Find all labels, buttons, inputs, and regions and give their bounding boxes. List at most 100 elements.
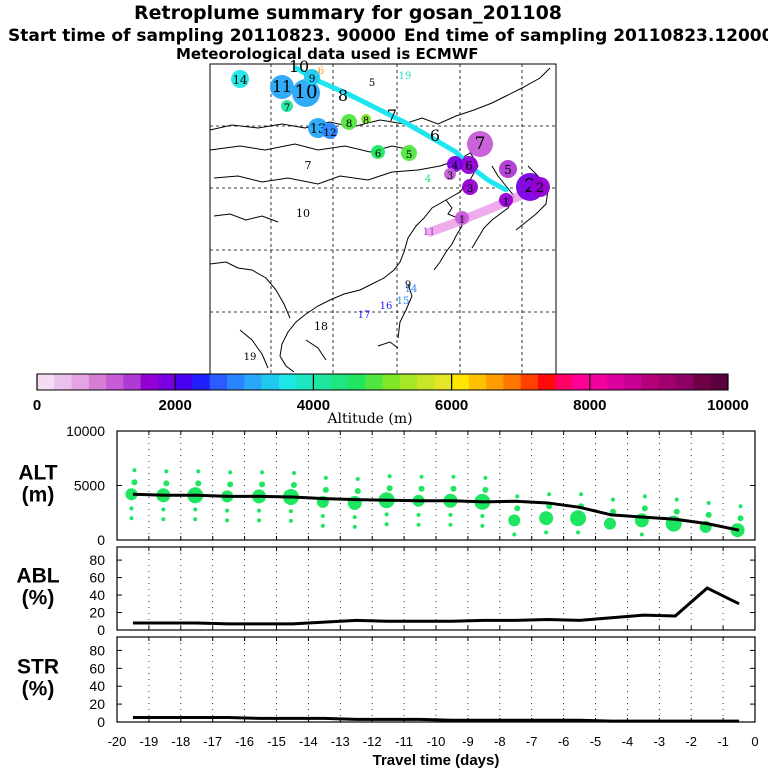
alt-scatter-point	[193, 517, 198, 522]
alt-scatter-point	[257, 518, 262, 523]
alt-scatter-point	[514, 505, 521, 512]
alt-scatter-point	[547, 492, 552, 497]
colorbar-segment	[486, 374, 504, 390]
colorbar-segment	[434, 374, 452, 390]
plume-time-label: 6	[318, 66, 324, 77]
colorbar-segment	[624, 374, 643, 390]
colorbar-segment	[607, 374, 625, 390]
plume-time-label: 11	[423, 227, 436, 238]
alt-scatter-point	[576, 530, 581, 535]
alt-scatter-point	[706, 500, 711, 505]
alt-scatter-point	[639, 532, 644, 537]
alt-scatter-point	[291, 470, 296, 475]
x-tick-label: -8	[494, 734, 506, 749]
plume-cluster-label: 3	[447, 171, 453, 182]
alt-scatter-point	[579, 492, 584, 497]
alt-scatter-point	[482, 486, 489, 493]
colorbar-tick-label: 8000	[573, 397, 606, 414]
alt-scatter-point	[320, 514, 325, 519]
alt-scatter-point	[515, 494, 520, 499]
abl-line	[132, 586, 740, 626]
alt-scatter-point	[419, 474, 424, 479]
alt-scatter-point	[448, 512, 453, 517]
plume-cluster-label: 5	[406, 149, 413, 161]
alt-scatter-point	[384, 522, 389, 527]
alt-scatter-point	[288, 518, 293, 523]
alt-scatter-point	[352, 515, 357, 520]
plume-cluster-bubble	[447, 156, 463, 172]
plume-cluster-label: 7	[284, 103, 290, 114]
alt-scatter-point	[480, 523, 485, 528]
colorbar-segment	[676, 374, 694, 390]
alt-scatter-point	[512, 532, 517, 537]
colorbar-segment	[347, 374, 366, 390]
alt-scatter-point	[483, 475, 488, 480]
plume-cluster-label: 14	[233, 73, 248, 87]
alt-scatter-point	[450, 485, 457, 492]
plume-time-label: 18	[314, 320, 328, 333]
alt-scatter-point	[125, 488, 138, 501]
x-tick-label: -6	[558, 734, 570, 749]
alt-ytick-label: 0	[97, 532, 105, 548]
plume-cluster-label: 6	[375, 149, 381, 160]
alt-scatter-point	[705, 511, 712, 518]
plume-time-label: 5	[369, 78, 375, 89]
map-coastlines	[209, 67, 551, 373]
alt-scatter-point	[163, 480, 170, 487]
alt-scatter-point	[193, 507, 198, 512]
abl-ylabel: ABL	[16, 565, 59, 588]
str-ytick-label: 20	[89, 696, 105, 712]
time-series-panels: ALT(m)0500010000ABL(%)020406080STR(%)020…	[16, 423, 758, 749]
colorbar-segment	[330, 374, 349, 390]
colorbar-segment	[192, 374, 211, 390]
x-tick-label: -13	[331, 734, 350, 749]
alt-scatter-point	[257, 508, 262, 513]
plume-cluster-label: 6	[465, 159, 472, 173]
colorbar-segment	[572, 374, 591, 390]
plume-cluster-label: 4	[452, 160, 459, 172]
x-tick-label: -14	[299, 734, 318, 749]
alt-scatter-point	[416, 512, 421, 517]
alt-scatter-point	[480, 514, 485, 519]
alt-scatter-point	[288, 509, 293, 514]
alt-scatter-point	[642, 494, 647, 499]
alt-scatter-point	[129, 506, 134, 511]
figure-title: Retroplume summary for gosan_201108	[133, 2, 563, 24]
alt-scatter-point	[290, 481, 297, 488]
colorbar-segment	[589, 374, 608, 390]
x-tick-label: -16	[235, 734, 254, 749]
plume-cluster-bubble	[292, 79, 320, 107]
colorbar-segment	[106, 374, 124, 390]
colorbar-segment	[537, 374, 556, 390]
x-tick-label: -7	[526, 734, 538, 749]
x-tick-label: -5	[590, 734, 602, 749]
plume-cluster-label: 12	[323, 127, 336, 139]
plume-time-label: 17	[358, 310, 371, 321]
colorbar-tick-label: 10000	[707, 397, 749, 414]
alt-scatter-point	[451, 474, 456, 479]
plume-cluster-label: 8	[363, 116, 369, 127]
colorbar-segment	[313, 374, 332, 390]
alt-scatter-point	[161, 507, 166, 512]
alt-scatter-point	[225, 518, 230, 523]
x-tick-label: -3	[654, 734, 666, 749]
alt-scatter-point	[161, 517, 166, 522]
abl-ytick-label: 60	[89, 570, 105, 586]
plume-cluster-bubble	[499, 160, 517, 178]
abl-ytick-label: 80	[89, 552, 105, 568]
plume-cluster-bubble	[270, 75, 294, 99]
str-ylabel: (%)	[22, 678, 55, 701]
x-tick-label: -10	[427, 734, 446, 749]
colorbar-segment	[157, 374, 176, 390]
alt-scatter-point	[609, 508, 616, 515]
plume-time-label: 9	[405, 280, 411, 291]
x-tick-label: -2	[685, 734, 697, 749]
altitude-colorbar: 0 2000 4000 6000 8000 10000	[33, 373, 749, 414]
plume-time-label: 6	[430, 126, 440, 145]
x-tick-label: -9	[462, 734, 474, 749]
x-tick-label: -18	[171, 734, 190, 749]
alt-scatter-point	[603, 517, 616, 530]
alt-scatter-point	[355, 476, 360, 481]
colorbar-segment	[710, 374, 729, 390]
